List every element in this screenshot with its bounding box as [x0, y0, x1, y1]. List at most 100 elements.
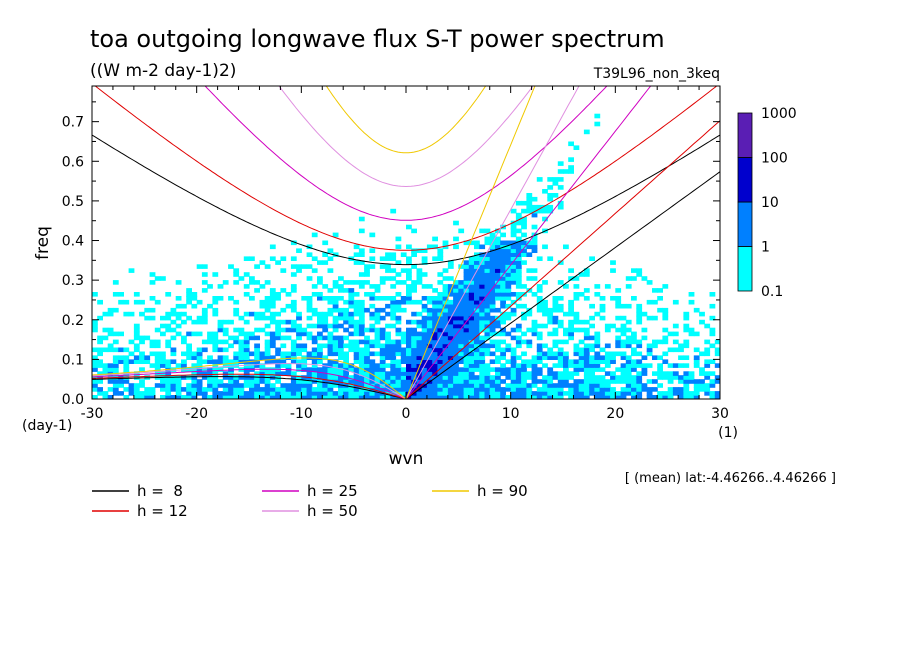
- heatmap-cell: [505, 256, 512, 261]
- heatmap-cell: [421, 347, 428, 353]
- heatmap-cell: [447, 260, 454, 265]
- heatmap-cell: [264, 331, 271, 337]
- heatmap-cell: [275, 359, 281, 364]
- heatmap-cell: [348, 379, 355, 384]
- heatmap-cell: [233, 272, 240, 277]
- heatmap-cell: [604, 327, 611, 333]
- heatmap-cell: [222, 383, 229, 388]
- heatmap-cell: [317, 375, 323, 380]
- heatmap-cell: [526, 339, 533, 345]
- heatmap-cell: [474, 315, 480, 321]
- heatmap-cell: [657, 375, 663, 380]
- heatmap-cell: [542, 379, 548, 384]
- heatmap-cell: [432, 236, 438, 242]
- heatmap-cell: [201, 395, 208, 399]
- heatmap-cell: [495, 307, 501, 313]
- heatmap-cell: [531, 331, 538, 337]
- heatmap-cell: [489, 367, 496, 372]
- heatmap-cell: [468, 264, 475, 269]
- heatmap-cell: [463, 351, 470, 357]
- heatmap-cell: [322, 323, 329, 329]
- heatmap-cell: [369, 379, 376, 384]
- heatmap-cell: [704, 339, 711, 345]
- heatmap-cell: [604, 351, 611, 357]
- heatmap-cell: [327, 383, 334, 388]
- heatmap-cell: [369, 296, 376, 301]
- heatmap-cell: [139, 335, 145, 341]
- heatmap-cell: [97, 363, 103, 368]
- heatmap-cell: [563, 327, 569, 333]
- heatmap-cell: [327, 343, 334, 349]
- heatmap-cell: [468, 371, 475, 376]
- heatmap-cell: [311, 232, 318, 238]
- heatmap-cell: [432, 355, 438, 360]
- heatmap-cell: [510, 252, 517, 257]
- heatmap-cell: [557, 319, 564, 325]
- heatmap-cell: [149, 272, 156, 277]
- heatmap-cell: [160, 323, 166, 329]
- heatmap-cell: [474, 331, 480, 337]
- heatmap-cell: [254, 311, 260, 317]
- heatmap-cell: [400, 355, 407, 360]
- heatmap-cell: [610, 355, 616, 360]
- heatmap-cell: [474, 363, 480, 368]
- heatmap-cell: [453, 387, 459, 392]
- heatmap-cell: [531, 276, 538, 281]
- heatmap-cell: [573, 359, 580, 364]
- heatmap-cell: [222, 280, 229, 285]
- heatmap-cell: [406, 288, 412, 293]
- x-axis-label: wvn: [389, 449, 424, 469]
- heatmap-cell: [594, 395, 601, 399]
- heatmap-cell: [693, 379, 700, 384]
- heatmap-cell: [437, 248, 444, 253]
- heatmap-cell: [521, 387, 527, 392]
- heatmap-cell: [233, 339, 240, 345]
- heatmap-cell: [657, 383, 663, 388]
- heatmap-cell: [364, 355, 370, 360]
- heatmap-cell: [296, 315, 302, 321]
- heatmap-cell: [123, 299, 130, 305]
- heatmap-cell: [311, 355, 318, 360]
- heatmap-cell: [636, 379, 643, 384]
- heatmap-cell: [102, 367, 109, 372]
- heatmap-cell: [358, 311, 365, 317]
- heatmap-cell: [437, 355, 444, 360]
- heatmap-cell: [358, 252, 365, 257]
- heatmap-cell: [442, 323, 449, 329]
- heatmap-cell: [369, 264, 376, 269]
- heatmap-cell: [160, 351, 166, 357]
- heatmap-cell: [395, 347, 402, 353]
- heatmap-cell: [599, 387, 606, 392]
- heatmap-cell: [332, 296, 339, 301]
- heatmap-cell: [447, 284, 454, 289]
- heatmap-cell: [594, 387, 601, 392]
- heatmap-cell: [311, 323, 318, 329]
- heatmap-cell: [149, 387, 156, 392]
- heatmap-cell: [332, 351, 339, 357]
- heatmap-cell: [385, 395, 391, 399]
- heatmap-cell: [510, 351, 517, 357]
- heatmap-cell: [583, 331, 590, 337]
- heatmap-cell: [468, 307, 475, 313]
- heatmap-cell: [269, 355, 276, 360]
- heatmap-cell: [212, 311, 219, 317]
- heatmap-cell: [327, 331, 334, 337]
- heatmap-cell: [547, 375, 554, 380]
- heatmap-cell: [468, 303, 475, 309]
- heatmap-cell: [646, 395, 653, 399]
- heatmap-cell: [238, 375, 245, 380]
- heatmap-cell: [463, 359, 470, 364]
- heatmap-cell: [636, 375, 643, 380]
- heatmap-cell: [542, 375, 548, 380]
- heatmap-cell: [484, 303, 491, 309]
- heatmap-cell: [484, 335, 491, 341]
- heatmap-cell: [426, 359, 433, 364]
- heatmap-cell: [421, 391, 428, 396]
- heatmap-cell: [280, 387, 287, 392]
- heatmap-cell: [374, 367, 381, 372]
- heatmap-cell: [238, 327, 245, 333]
- heatmap-cell: [327, 375, 334, 380]
- heatmap-cell: [526, 359, 533, 364]
- heatmap-cell: [515, 240, 522, 246]
- heatmap-cell: [395, 351, 402, 357]
